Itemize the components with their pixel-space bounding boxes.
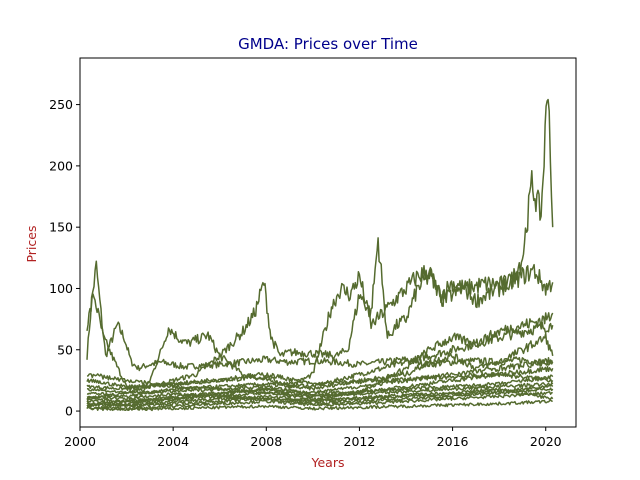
series-line-16 [86, 387, 554, 408]
chart-title: GMDA: Prices over Time [238, 35, 418, 53]
series-line-6 [86, 332, 554, 399]
y-tick-label-200: 200 [49, 158, 73, 173]
y-tick-label-100: 100 [49, 281, 73, 296]
plot-frame [79, 57, 577, 428]
series-line-12 [86, 374, 554, 396]
y-tick-label-0: 0 [65, 404, 73, 419]
y-tick-label-250: 250 [49, 97, 73, 112]
y-axis-ticks: 0 50 100 150 200 250 [49, 97, 80, 419]
x-tick-label-2016: 2016 [437, 434, 469, 449]
series-line-15 [86, 359, 554, 403]
x-tick-label-2004: 2004 [157, 434, 189, 449]
series-line-13 [86, 399, 553, 412]
series-line-2 [86, 293, 554, 400]
x-tick-label-2012: 2012 [344, 434, 376, 449]
y-tick-label-150: 150 [49, 220, 73, 235]
x-tick-label-2020: 2020 [530, 434, 562, 449]
series-line-14 [86, 373, 554, 399]
x-axis-label: Years [311, 455, 345, 470]
series-line-1 [86, 260, 554, 372]
x-tick-label-2008: 2008 [250, 434, 282, 449]
x-tick-label-2000: 2000 [64, 434, 96, 449]
series-line-11 [86, 387, 554, 408]
y-tick-label-50: 50 [57, 342, 73, 357]
x-axis-ticks: 2000 2004 2008 2012 2016 2020 [64, 427, 562, 449]
series-layer [86, 98, 554, 412]
y-axis-label: Prices [24, 225, 39, 262]
